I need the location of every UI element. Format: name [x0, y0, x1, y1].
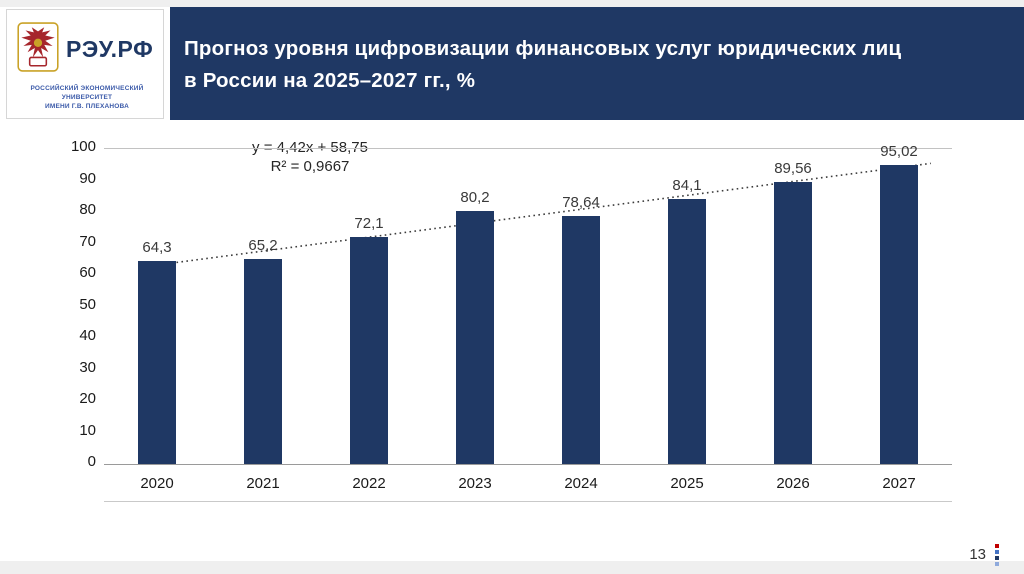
- slide-header: Прогноз уровня цифровизации финансовых у…: [170, 7, 1024, 120]
- x-axis-bottom-line: [104, 501, 952, 502]
- y-axis-tick: 20: [79, 390, 96, 407]
- bar-2020: [138, 261, 176, 464]
- x-axis-label: 2020: [140, 475, 174, 492]
- y-axis-tick: 70: [79, 232, 96, 250]
- bar-2027: [880, 164, 918, 464]
- page-marker-icon: [995, 544, 999, 566]
- y-axis: 0 10 20 30 40 50 60 70 80 90 100: [36, 138, 96, 470]
- bar-2023: [456, 211, 494, 464]
- bar-2026: [774, 181, 812, 464]
- bar-value-label: 89,56: [774, 159, 812, 177]
- marker-square: [995, 562, 999, 566]
- bar-2022: [350, 236, 388, 464]
- y-axis-tick: 40: [79, 327, 96, 344]
- page-number: 13: [969, 546, 986, 563]
- trendline: [151, 162, 931, 267]
- x-axis-label: 2022: [352, 475, 386, 492]
- x-axis-label: 2025: [670, 475, 704, 492]
- y-axis-tick: 10: [79, 421, 96, 439]
- top-strip: [0, 0, 1024, 7]
- bar-value-label: 80,2: [460, 189, 490, 207]
- y-axis-tick: 80: [79, 201, 96, 218]
- x-axis-label: 2027: [882, 475, 916, 492]
- bar-value-label: 72,1: [354, 214, 384, 232]
- y-axis-tick: 50: [79, 295, 96, 313]
- logo-subtitle-line2: ИМЕНИ Г.В. ПЛЕХАНОВА: [45, 103, 129, 110]
- marker-square: [995, 544, 999, 548]
- slide-title-line1: Прогноз уровня цифровизации финансовых у…: [184, 37, 902, 60]
- bar-2024: [562, 216, 600, 464]
- plot-area: 64,3 2020 65,2 2021 72,1 2022 80,2 2023 78,64 202…: [104, 143, 952, 492]
- trendline-r-squared: R² = 0,9667: [270, 158, 350, 175]
- bar-value-label: 78,64: [562, 194, 600, 212]
- trendline-label: y = 4,42x + 58,75 R² = 0,9667: [220, 138, 400, 176]
- x-axis-label: 2023: [458, 475, 492, 492]
- x-axis-label: 2026: [776, 475, 810, 492]
- x-axis-label: 2021: [246, 475, 280, 492]
- bar-value-label: 95,02: [880, 142, 918, 160]
- y-axis-tick: 0: [87, 453, 96, 470]
- bar-2025: [668, 199, 706, 464]
- university-logo-box: РЭУ.РФ РОССИЙСКИЙ ЭКОНОМИЧЕСКИЙ УНИВЕРСИ…: [6, 9, 164, 119]
- logo-subtitle-line1: РОССИЙСКИЙ ЭКОНОМИЧЕСКИЙ УНИВЕРСИТЕТ: [30, 85, 144, 101]
- coat-of-arms-icon: [17, 22, 59, 77]
- bar-value-label: 65,2: [248, 236, 278, 254]
- bar-2021: [244, 258, 282, 464]
- y-axis-tick: 90: [79, 169, 96, 187]
- y-axis-tick: 100: [70, 138, 96, 155]
- bar-value-label: 84,1: [672, 177, 702, 195]
- x-axis-label: 2024: [564, 475, 598, 492]
- bar-value-label: 64,3: [142, 239, 172, 257]
- y-axis-tick: 30: [79, 358, 96, 376]
- trendline-equation: y = 4,42x + 58,75: [252, 139, 368, 156]
- y-axis-tick: 60: [79, 264, 96, 281]
- logo-brand-text: РЭУ.РФ: [66, 36, 154, 62]
- slide-title-line2: в России на 2025–2027 гг., %: [184, 69, 476, 92]
- marker-square: [995, 556, 999, 560]
- bottom-strip: [0, 561, 1024, 574]
- marker-square: [995, 550, 999, 554]
